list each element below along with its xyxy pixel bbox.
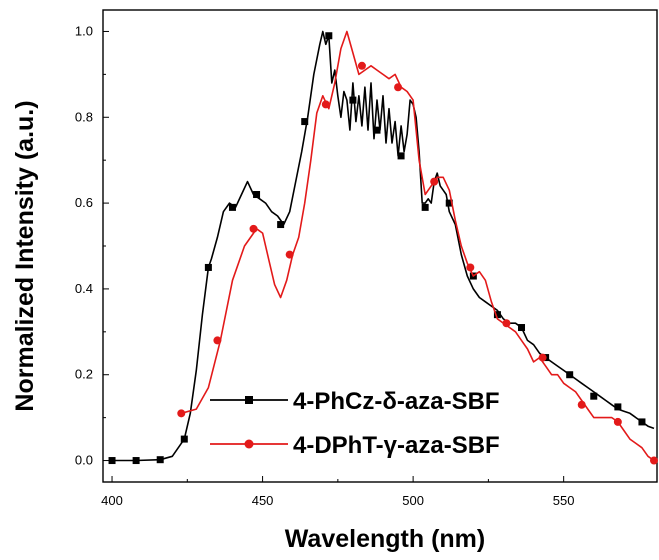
legend-label: 4-PhCz-δ-aza-SBF: [293, 388, 500, 415]
y-tick-label: 0.6: [75, 195, 93, 210]
x-tick-label: 400: [101, 493, 123, 508]
data-point: [156, 456, 164, 464]
data-point: [466, 263, 475, 272]
data-point: [249, 224, 258, 233]
data-point: [357, 61, 366, 70]
y-tick-label: 0.4: [75, 281, 93, 296]
data-point: [277, 221, 285, 229]
data-point: [430, 177, 439, 186]
data-point: [321, 100, 330, 109]
data-point: [518, 324, 526, 332]
data-point: [349, 96, 357, 104]
y-tick-label: 0.8: [75, 109, 93, 124]
data-point: [228, 203, 236, 211]
data-point: [502, 319, 511, 328]
data-point: [613, 417, 622, 426]
series-2: [177, 30, 658, 465]
x-tick-label: 450: [252, 493, 274, 508]
x-tick-label: 550: [553, 493, 575, 508]
data-point: [493, 311, 501, 319]
data-point: [253, 191, 261, 199]
series-layer: [108, 30, 658, 465]
data-point: [204, 263, 212, 271]
data-point: [394, 83, 403, 92]
legend-item-2: 4-DPhT-γ-aza-SBF: [210, 432, 500, 459]
data-point: [577, 400, 586, 409]
tick-layer: 400 450 500 550 0.0 0.2 0.4 0.6 0.8 1.0: [75, 23, 575, 508]
x-axis-title: Wavelength (nm): [285, 525, 485, 553]
legend-layer: 4-PhCz-δ-aza-SBF 4-DPhT-γ-aza-SBF: [210, 388, 500, 459]
legend-marker: [245, 396, 253, 404]
legend-marker: [244, 439, 254, 449]
data-point: [566, 371, 574, 379]
data-point: [177, 409, 186, 418]
data-point: [213, 336, 222, 345]
legend-item-1: 4-PhCz-δ-aza-SBF: [210, 388, 500, 415]
data-point: [590, 392, 598, 400]
data-point: [538, 353, 547, 362]
data-point: [397, 152, 405, 160]
data-point: [649, 456, 658, 465]
data-point: [421, 203, 429, 211]
y-tick-label: 0.0: [75, 453, 93, 468]
data-point: [132, 457, 140, 465]
data-point: [638, 418, 646, 426]
plot-area: 400 450 500 550 0.0 0.2 0.4 0.6 0.8 1.0 4-PhCz-δ-…: [75, 9, 658, 508]
data-point: [373, 126, 381, 134]
data-point: [301, 118, 309, 126]
data-point: [445, 199, 453, 207]
legend-label: 4-DPhT-γ-aza-SBF: [293, 432, 500, 459]
data-point: [180, 435, 188, 443]
data-point: [108, 457, 116, 465]
data-point: [285, 250, 294, 259]
data-point: [325, 32, 333, 40]
y-axis-title: Normalized Intensity (a.u.): [11, 100, 39, 411]
y-tick-label: 1.0: [75, 23, 93, 38]
x-tick-label: 500: [402, 493, 424, 508]
y-tick-label: 0.2: [75, 367, 93, 382]
data-point: [614, 403, 622, 411]
